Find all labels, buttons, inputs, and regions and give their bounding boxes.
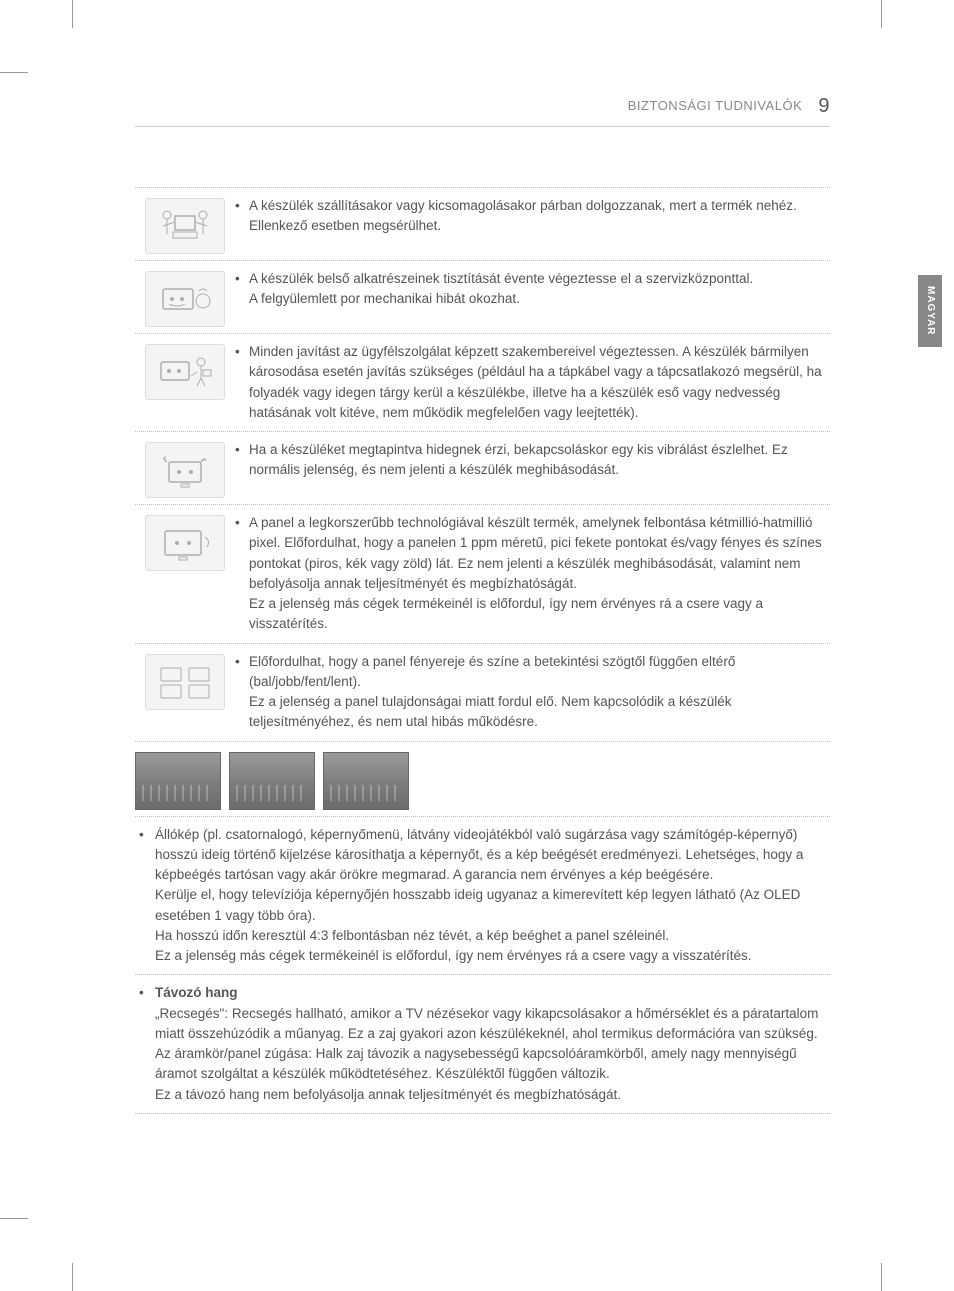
clean-icon: [145, 271, 225, 327]
carry-icon: [145, 198, 225, 254]
crop-mark: [881, 0, 899, 28]
crop-mark: [0, 1218, 28, 1236]
body-text: Ha hosszú időn keresztül 4:3 felbontásba…: [135, 926, 830, 946]
caution-row: •Előfordulhat, hogy a panel fényereje és…: [135, 644, 830, 742]
page-number: 9: [818, 95, 830, 117]
service-icon: [145, 344, 225, 400]
caution-text: •Minden javítást az ügyfélszolgálat képz…: [235, 340, 830, 425]
icon-cell: [135, 438, 235, 498]
burnin-thumbnail: [229, 752, 315, 810]
icon-cell: [135, 511, 235, 637]
body-text: Állókép (pl. csatornalogó, képernyőmenü,…: [155, 825, 830, 886]
caution-row: •A készülék belső alkatrészeinek tisztít…: [135, 261, 830, 334]
body-text: Ha a készüléket megtapintva hidegnek érz…: [249, 440, 826, 481]
icon-cell: [135, 340, 235, 425]
body-text: „Recsegés": Recsegés hallható, amikor a …: [135, 1004, 830, 1085]
icon-cell: [135, 267, 235, 327]
body-text: A készülék belső alkatrészeinek tisztítá…: [249, 269, 826, 289]
body-text: Ellenkező esetben megsérülhet.: [235, 216, 826, 236]
caution-row: •A készülék szállításakor vagy kicsomago…: [135, 187, 830, 261]
section-title: BIZTONSÁGI TUDNIVALÓK: [628, 98, 802, 113]
angle-icon: [145, 654, 225, 710]
caution-row: •Minden javítást az ügyfélszolgálat képz…: [135, 334, 830, 432]
body-text: Ez a jelenség más cégek termékeinél is e…: [135, 946, 830, 966]
page-content: BIZTONSÁGI TUDNIVALÓK 9 •A készülék szál…: [135, 95, 830, 1114]
paragraph-block: •Távozó hang „Recsegés": Recsegés hallha…: [135, 975, 830, 1114]
caution-row: •Ha a készüléket megtapintva hidegnek ér…: [135, 432, 830, 505]
paragraph-title: Távozó hang: [155, 983, 830, 1003]
caution-text: •A készülék szállításakor vagy kicsomago…: [235, 194, 830, 254]
body-text: A felgyülemlett por mechanikai hibát oko…: [235, 289, 826, 309]
caution-text: •A készülék belső alkatrészeinek tisztít…: [235, 267, 830, 327]
paragraph-block: •Állókép (pl. csatornalogó, képernyőmenü…: [135, 817, 830, 976]
caution-text: •Előfordulhat, hogy a panel fényereje és…: [235, 650, 830, 735]
body-text: Ez a jelenség más cégek termékeinél is e…: [235, 594, 826, 635]
icon-cell: [135, 194, 235, 254]
page-header: BIZTONSÁGI TUDNIVALÓK 9: [135, 95, 830, 127]
icon-cell: [135, 650, 235, 735]
body-text: A panel a legkorszerűbb technológiával k…: [249, 513, 826, 594]
crop-mark: [55, 1263, 73, 1291]
caution-text: •A panel a legkorszerűbb technológiával …: [235, 511, 830, 637]
crop-mark: [881, 1263, 899, 1291]
caution-row: •A panel a legkorszerűbb technológiával …: [135, 505, 830, 644]
body-text: Előfordulhat, hogy a panel fényereje és …: [249, 652, 826, 693]
caution-text: •Ha a készüléket megtapintva hidegnek ér…: [235, 438, 830, 498]
body-text: Kerülje el, hogy televíziója képernyőjén…: [135, 885, 830, 926]
body-text: Minden javítást az ügyfélszolgálat képze…: [249, 342, 826, 423]
body-text: Ez a távozó hang nem befolyásolja annak …: [135, 1085, 830, 1105]
language-tab: MAGYAR: [918, 275, 942, 347]
cold-icon: [145, 442, 225, 498]
body-text: A készülék szállításakor vagy kicsomagol…: [249, 196, 826, 216]
thumbnail-row: [135, 742, 830, 817]
burnin-thumbnail: [323, 752, 409, 810]
burnin-thumbnail: [135, 752, 221, 810]
crop-mark: [0, 55, 28, 73]
body-text: Ez a jelenség a panel tulajdonságai miat…: [235, 692, 826, 733]
crop-mark: [55, 0, 73, 28]
pixel-icon: [145, 515, 225, 571]
